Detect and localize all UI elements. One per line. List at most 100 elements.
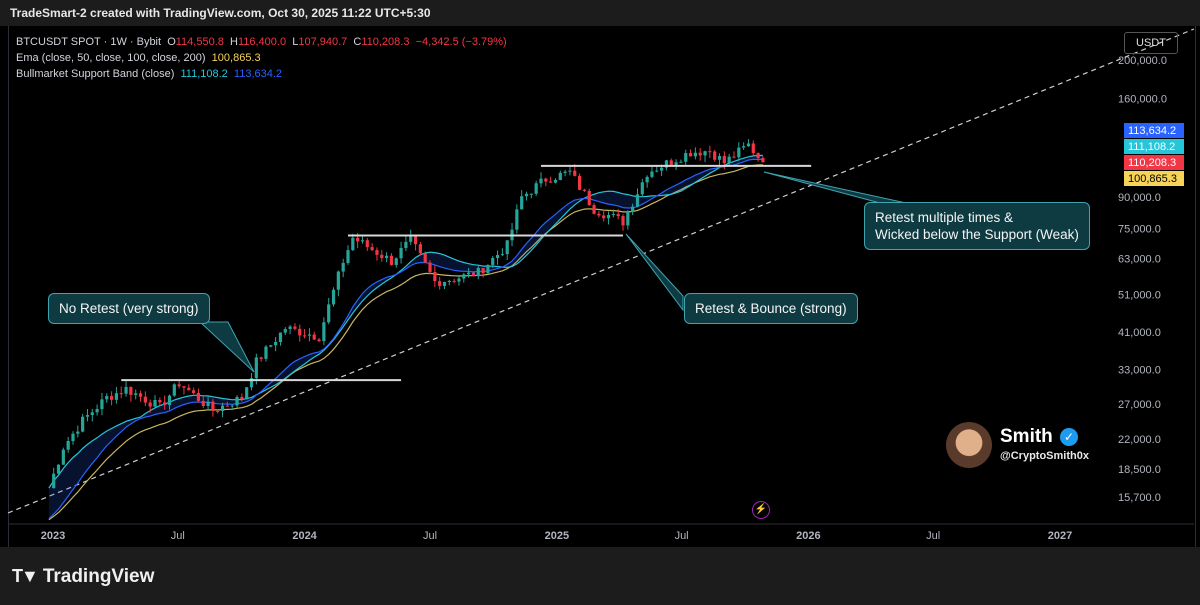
candle-body (293, 326, 297, 329)
candle-body (322, 322, 326, 342)
candle-body (452, 280, 456, 282)
price-label-box (1124, 155, 1184, 170)
callout-retest-multiple-line2: Wicked below the Support (Weak) (875, 227, 1079, 242)
author-name: Smith (1000, 426, 1053, 447)
candle-body (669, 160, 673, 165)
candle-body (606, 214, 611, 219)
candle-body (573, 170, 577, 176)
x-tick-label: 2024 (292, 530, 317, 542)
candle-body (192, 390, 196, 393)
y-tick-label: 27,000.0 (1118, 399, 1161, 411)
candle-body (254, 357, 258, 379)
candle-body (365, 240, 369, 248)
footer-bar (0, 547, 1200, 605)
candle-body (491, 258, 495, 265)
candle-body (582, 189, 587, 191)
candle-body (597, 213, 601, 216)
candle-body (351, 237, 355, 251)
candle-body (703, 151, 707, 156)
candle-body (568, 170, 572, 172)
ema-indicator-label[interactable]: Ema (close, 50, close, 100, close, 200) (16, 52, 206, 64)
candle-body (167, 395, 172, 406)
candle-body (602, 215, 606, 219)
callout-retest-bounce: Retest & Bounce (strong) (684, 293, 858, 324)
candle-body (616, 214, 620, 217)
low-label: L (292, 36, 299, 48)
author-handle: @CryptoSmith0x (1000, 450, 1089, 462)
candle-body (476, 267, 480, 277)
x-tick-label: Jul (423, 530, 437, 542)
candle-body (384, 255, 389, 259)
high-value: 116,400.0 (237, 36, 287, 48)
candle-body (457, 278, 461, 282)
candle-body (404, 241, 408, 248)
candle-body (336, 271, 340, 290)
candle-body (520, 196, 524, 210)
currency-button[interactable]: USDT (1124, 32, 1178, 54)
candle-body (471, 272, 476, 277)
band-indicator-label[interactable]: Bullmarket Support Band (close) (16, 68, 175, 80)
x-tick-label: Jul (675, 530, 689, 542)
candle-body (66, 441, 70, 450)
support-band-fill (48, 155, 763, 519)
candle-body (486, 264, 490, 274)
candle-body (211, 401, 215, 411)
candle-body (61, 449, 65, 465)
candle-body (524, 193, 529, 197)
price-label: 113,634.2 (1128, 125, 1176, 137)
ema-value: 100,865.3 (211, 52, 261, 64)
candle-body (105, 396, 109, 400)
header-title: TradeSmart-2 created with TradingView.co… (10, 6, 431, 20)
candle-body (553, 179, 558, 183)
candle-body (360, 240, 365, 242)
candle-body (71, 433, 75, 442)
candle-body (317, 339, 321, 342)
high-label: H (230, 36, 238, 48)
candle-body (423, 253, 427, 263)
support-band-line-2 (48, 158, 763, 520)
candle-body (274, 342, 278, 346)
x-tick-label: 2026 (796, 530, 820, 542)
y-tick-label: 75,000.0 (1118, 223, 1161, 235)
chart-area[interactable] (8, 26, 1196, 547)
candle-body (549, 181, 553, 183)
candle-body (495, 254, 500, 259)
candle-body (563, 171, 567, 173)
candle-body (380, 254, 384, 259)
y-tick-label: 63,000.0 (1118, 253, 1161, 265)
candle-body (81, 416, 85, 432)
candle-body (196, 392, 201, 401)
candle-body (95, 409, 99, 413)
candle-body (341, 262, 345, 272)
candle-body (462, 274, 466, 279)
lightning-icon[interactable]: ⚡ (752, 501, 770, 519)
candle-body (626, 211, 630, 226)
candle-body (409, 235, 413, 242)
y-tick-label: 160,000.0 (1118, 93, 1167, 105)
header-bar: TradeSmart-2 created with TradingView.co… (0, 0, 1200, 26)
candle-body (235, 396, 239, 406)
price-label-box (1124, 139, 1184, 154)
candle-body (177, 384, 181, 387)
symbol-label[interactable]: BTCUSDT SPOT · 1W · Bybit (16, 36, 162, 48)
candle-body (544, 178, 548, 182)
candle-body (756, 153, 760, 158)
candle-body (534, 183, 538, 194)
candle-body (245, 387, 249, 400)
close-label: C (353, 36, 362, 48)
change-value: −4,342.5 (−3.79%) (415, 36, 507, 48)
candle-body (746, 143, 751, 147)
y-tick-label: 90,000.0 (1118, 192, 1161, 204)
candle-body (467, 272, 471, 275)
candle-body (76, 431, 80, 434)
candle-body (264, 346, 268, 359)
y-tick-label: 33,000.0 (1118, 364, 1161, 376)
candle-body (438, 281, 442, 286)
price-chart[interactable]: 200,000.0 160,000.0 90,000.0 75,000.0 63,000… (0, 0, 1200, 547)
candle-body (124, 386, 128, 394)
candle-body (134, 393, 138, 395)
candle-body (114, 393, 119, 400)
candle-body (394, 258, 398, 265)
candle-body (327, 304, 331, 323)
candle-body (732, 156, 736, 158)
